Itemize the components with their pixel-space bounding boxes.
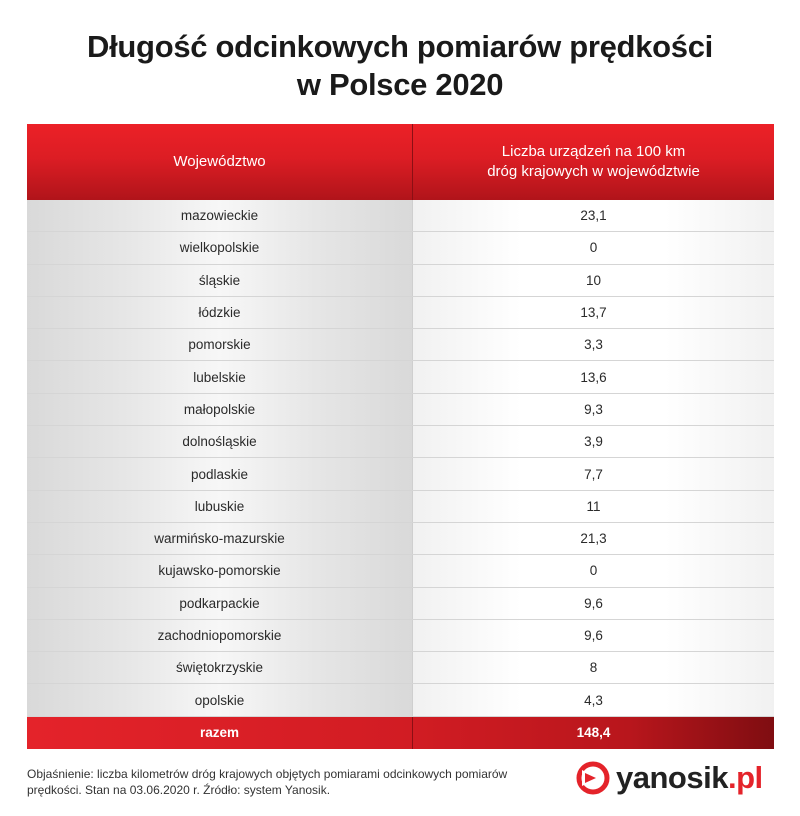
row-region: dolnośląskie — [27, 426, 412, 458]
row-value: 0 — [412, 232, 774, 264]
row-value: 9,6 — [412, 619, 774, 652]
logo-name: yanosik — [616, 760, 728, 795]
row-region: lubelskie — [27, 361, 412, 393]
table-header: Województwo Liczba urządzeń na 100 km dr… — [27, 124, 774, 200]
yanosik-logo-icon — [576, 761, 610, 795]
table-row: śląskie 10 — [27, 264, 774, 297]
table-row: łódzkie 13,7 — [27, 296, 774, 330]
table-row: kujawsko-pomorskie 0 — [27, 555, 774, 588]
table-row: małopolskie 9,3 — [27, 393, 774, 427]
total-label: razem — [27, 716, 412, 749]
row-region: łódzkie — [27, 296, 412, 329]
table-total-row: razem 148,4 — [27, 716, 774, 749]
row-value: 11 — [412, 490, 774, 522]
row-value: 3,9 — [412, 426, 774, 458]
row-region: kujawsko-pomorskie — [27, 555, 412, 587]
header-region: Województwo — [27, 124, 412, 200]
table-row: podkarpackie 9,6 — [27, 587, 774, 620]
row-value: 13,7 — [412, 296, 774, 329]
table-row: mazowieckie 23,1 — [27, 200, 774, 233]
table-row: dolnośląskie 3,9 — [27, 426, 774, 459]
row-region: małopolskie — [27, 393, 412, 426]
table-body: mazowieckie 23,1 wielkopolskie 0 śląskie 10 łó… — [27, 200, 774, 717]
row-value: 10 — [412, 264, 774, 296]
row-value: 9,6 — [412, 587, 774, 619]
data-table: Województwo Liczba urządzeń na 100 km dr… — [27, 124, 774, 749]
table-row: zachodniopomorskie 9,6 — [27, 619, 774, 653]
row-region: mazowieckie — [27, 200, 412, 232]
row-region: opolskie — [27, 684, 412, 716]
row-value: 4,3 — [412, 684, 774, 716]
title-line-1: Długość odcinkowych pomiarów prędkości — [87, 29, 713, 64]
table-row: pomorskie 3,3 — [27, 329, 774, 362]
row-region: zachodniopomorskie — [27, 619, 412, 652]
logo-tld: .pl — [727, 760, 763, 795]
header-value: Liczba urządzeń na 100 km dróg krajowych… — [412, 124, 774, 200]
row-value: 0 — [412, 555, 774, 587]
row-region: podkarpackie — [27, 587, 412, 619]
row-value: 8 — [412, 652, 774, 684]
row-value: 9,3 — [412, 393, 774, 426]
table-row: świętokrzyskie 8 — [27, 652, 774, 685]
table-row: lubelskie 13,6 — [27, 361, 774, 394]
row-region: pomorskie — [27, 329, 412, 361]
header-value-line-2: dróg krajowych w województwie — [487, 163, 700, 180]
table-row: warmińsko-mazurskie 21,3 — [27, 522, 774, 556]
row-region: warmińsko-mazurskie — [27, 522, 412, 555]
table-row: opolskie 4,3 — [27, 684, 774, 717]
row-value: 23,1 — [412, 200, 774, 232]
row-value: 7,7 — [412, 458, 774, 490]
table-row: podlaskie 7,7 — [27, 458, 774, 491]
page-title: Długość odcinkowych pomiarów prędkości w… — [0, 28, 800, 104]
row-region: lubuskie — [27, 490, 412, 522]
row-region: wielkopolskie — [27, 232, 412, 264]
table-row: wielkopolskie 0 — [27, 232, 774, 265]
yanosik-logo: yanosik.pl — [576, 758, 763, 798]
footnote: Objaśnienie: liczba kilometrów dróg kraj… — [27, 767, 508, 797]
row-value: 13,6 — [412, 361, 774, 393]
row-value: 3,3 — [412, 329, 774, 361]
header-value-line-1: Liczba urządzeń na 100 km — [501, 143, 686, 160]
total-value: 148,4 — [412, 716, 774, 749]
logo-text: yanosik.pl — [616, 758, 763, 798]
row-region: podlaskie — [27, 458, 412, 490]
title-line-2: w Polsce 2020 — [296, 67, 504, 102]
row-region: śląskie — [27, 264, 412, 296]
row-region: świętokrzyskie — [27, 652, 412, 684]
table-row: lubuskie 11 — [27, 490, 774, 523]
row-value: 21,3 — [412, 522, 774, 555]
